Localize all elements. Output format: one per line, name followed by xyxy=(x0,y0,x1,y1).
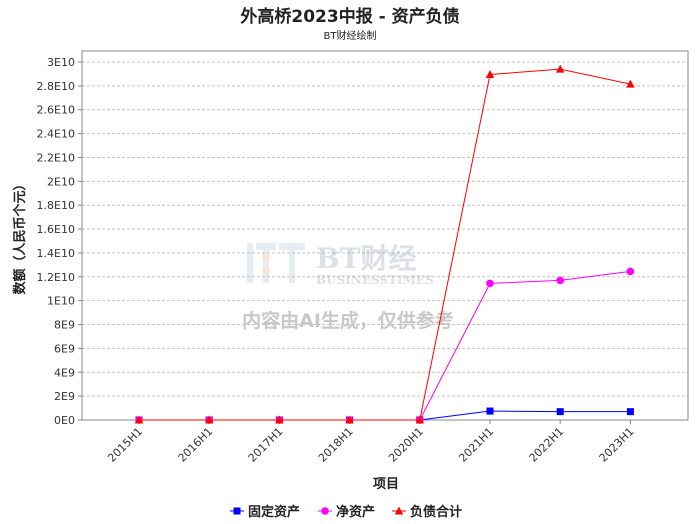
watermark-brand: BT财经 xyxy=(316,242,417,275)
series-layer xyxy=(134,64,635,424)
grid-lines xyxy=(82,61,688,421)
y-tick-label: 1.6E10 xyxy=(37,223,75,236)
legend-item: 净资产 xyxy=(318,504,375,520)
x-tick-label: 2016H1 xyxy=(176,425,216,465)
data-point xyxy=(485,70,495,79)
series-triangle xyxy=(134,64,635,424)
data-point xyxy=(626,267,635,276)
x-tick-label: 2022H1 xyxy=(527,425,567,465)
legend-label: 固定资产 xyxy=(248,504,300,520)
x-tick-label: 2017H1 xyxy=(246,425,286,465)
y-tick-label: 8E9 xyxy=(54,319,75,332)
x-tick-label: 2021H1 xyxy=(456,425,496,465)
watermark-logo-icon xyxy=(247,243,305,283)
x-tick-label: 2015H1 xyxy=(105,425,145,465)
y-tick-label: 2.6E10 xyxy=(37,104,75,117)
legend-marker xyxy=(233,507,241,515)
y-tick-label: 1.8E10 xyxy=(37,199,75,212)
y-tick-label: 2.8E10 xyxy=(37,80,75,93)
y-tick-label: 6E9 xyxy=(54,342,75,355)
data-point xyxy=(556,408,564,416)
y-tick-label: 1E10 xyxy=(47,295,75,308)
data-point xyxy=(415,415,424,424)
y-tick-label: 2.2E10 xyxy=(37,151,75,164)
legend-label: 净资产 xyxy=(336,504,375,520)
x-tick-label: 2020H1 xyxy=(386,425,426,465)
y-tick-label: 2E9 xyxy=(54,390,75,403)
x-axis-ticks: 2015H1 2016H1 2017H1 2018H1 2020H1 2021H1 2022… xyxy=(105,420,637,465)
y-axis-label: 数额（人民币个元） xyxy=(12,177,28,294)
chart-subtitle: BT财经绘制 xyxy=(323,31,377,42)
data-point xyxy=(556,276,564,285)
y-tick-label: 3E10 xyxy=(47,56,75,69)
y-axis-ticks: 0E0 2E9 4E9 6E9 8E9 1E10 1.2E10 1.4E10 1.6E10 1.8… xyxy=(37,56,82,427)
y-tick-label: 2E10 xyxy=(47,175,75,188)
series-line xyxy=(139,68,631,421)
legend: 固定资产 净资产 负债合计 xyxy=(230,504,462,520)
legend-item: 负债合计 xyxy=(392,504,462,520)
legend-marker xyxy=(321,507,329,515)
watermark: BT财经 BUSINESSTIMES xyxy=(247,242,434,287)
y-tick-label: 1.4E10 xyxy=(37,247,75,260)
data-point xyxy=(275,415,284,424)
x-axis-label: 项目 xyxy=(373,477,399,492)
series-circle xyxy=(135,267,635,424)
y-tick-label: 0E0 xyxy=(54,414,75,427)
legend-marker xyxy=(394,506,404,515)
x-tick-label: 2023H1 xyxy=(597,425,637,465)
data-point xyxy=(556,64,565,73)
data-point xyxy=(205,415,214,424)
watermark-brand-en: BUSINESSTIMES xyxy=(316,273,434,287)
data-point xyxy=(626,408,634,416)
watermark-notice: 内容由AI生成，仅供参考 xyxy=(242,309,454,332)
series-line xyxy=(139,270,631,421)
data-point xyxy=(345,415,354,424)
data-point xyxy=(134,415,144,424)
y-tick-label: 2.4E10 xyxy=(37,128,75,141)
chart-title: 外高桥2023中报 - 资产负债 xyxy=(240,7,460,27)
data-point xyxy=(626,79,635,88)
legend-item: 固定资产 xyxy=(230,504,300,520)
legend-label: 负债合计 xyxy=(410,504,462,520)
plot-area-border xyxy=(81,50,689,421)
data-point xyxy=(486,407,494,415)
data-point xyxy=(486,279,494,288)
y-tick-label: 4E9 xyxy=(54,366,75,379)
y-tick-label: 1.2E10 xyxy=(37,271,75,284)
x-tick-label: 2018H1 xyxy=(316,425,356,465)
